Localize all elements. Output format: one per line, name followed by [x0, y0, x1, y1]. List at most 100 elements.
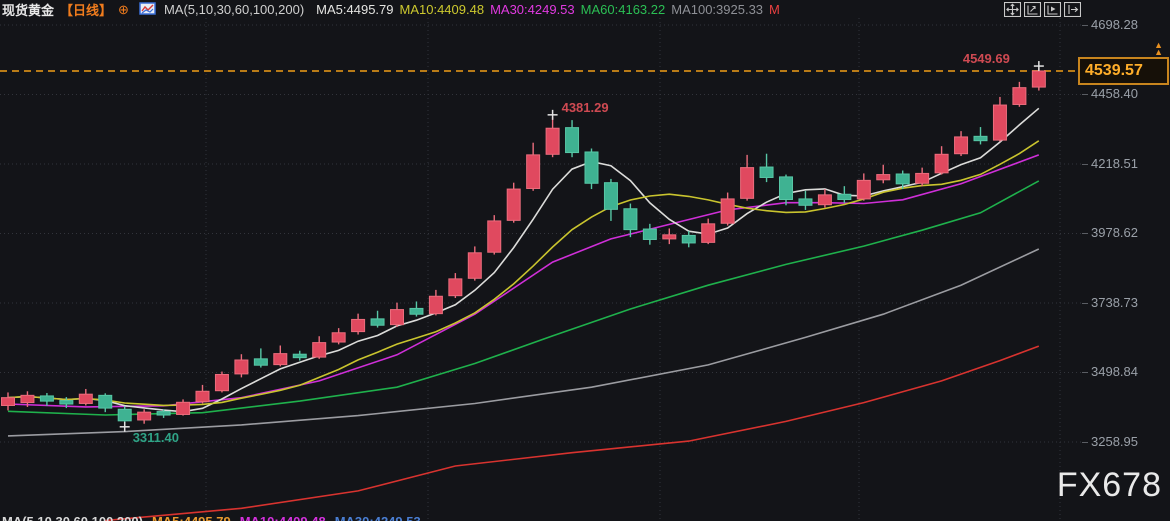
candle-body — [915, 172, 930, 184]
candle-body — [137, 411, 152, 421]
axis-price-label: 3978.62 — [1082, 225, 1138, 241]
timeframe-label[interactable]: 【日线】 — [60, 3, 113, 18]
ma-legend: MA5:4495.79 MA10:4409.48 MA30:4249.53 MA60:… — [310, 2, 780, 17]
extreme-marker-icon — [547, 109, 558, 120]
candle-body — [312, 342, 327, 358]
candle-body — [195, 390, 210, 403]
candle-body — [59, 400, 74, 405]
candle-body — [779, 176, 793, 200]
fx678-watermark: FX678 — [1056, 466, 1162, 504]
candle-body — [817, 194, 832, 206]
candle-body — [603, 182, 618, 210]
next-pane-clipped-legend: MA(5,10,30,60,100,200) MA5:4495.79 MA10:44… — [2, 515, 430, 521]
add-indicator-icon[interactable]: ⊕ — [118, 1, 129, 17]
clipped-legend-segment: MA(5,10,30,60,100,200) — [2, 515, 143, 521]
candle-body — [117, 408, 132, 422]
axis-price-label: 4698.28 — [1082, 17, 1138, 32]
candle-body — [214, 373, 229, 392]
candle-body — [234, 359, 249, 375]
candle-body — [39, 395, 54, 402]
ma-chart-icon — [139, 1, 156, 18]
candle-body — [390, 309, 404, 326]
ma-line-ma200 — [105, 345, 1040, 521]
candle-body — [20, 394, 35, 404]
candle-body — [759, 166, 774, 178]
axis-price-label: 4218.51 — [1082, 155, 1138, 171]
extreme-marker-icon — [119, 421, 130, 432]
axis-price-label: 3258.95 — [1082, 434, 1138, 449]
candle-body — [467, 252, 482, 279]
candle-body — [78, 393, 93, 404]
chart-toolbar — [1003, 1, 1082, 18]
candle-body — [798, 198, 813, 206]
ma-legend-value: M — [769, 2, 780, 17]
crosshair-move-icon[interactable] — [1003, 1, 1022, 18]
ma-legend-value: MA5:4495.79 — [316, 2, 394, 17]
ma-legend-value: MA10:4409.48 — [399, 2, 485, 17]
candle-body — [565, 127, 580, 154]
low-price-label: 3311.40 — [132, 429, 179, 445]
axis-price-label: 3738.73 — [1082, 294, 1138, 310]
grid-lines — [0, 18, 1082, 521]
candle-body — [895, 173, 910, 185]
candle-body — [623, 208, 638, 231]
session-high-label: 4549.69 — [962, 51, 1010, 67]
ma-legend-value: MA60:4163.22 — [580, 2, 666, 17]
clipped-legend-segment: MA10:4409.48 — [240, 515, 326, 521]
candle-body — [642, 228, 657, 240]
candle-body — [428, 295, 443, 315]
candle-body — [98, 394, 113, 409]
scale-play-chart-icon[interactable] — [1043, 1, 1062, 18]
candle-body — [973, 135, 988, 142]
candle-body — [681, 234, 696, 244]
ma-legend-value: MA100:3925.33 — [671, 2, 764, 17]
candle-body — [876, 174, 891, 181]
ma-settings-label: MA(5,10,30,60,100,200) — [163, 2, 305, 17]
peak-price-label: 4381.29 — [561, 99, 609, 115]
ma-legend-value: MA30:4249.53 — [490, 2, 575, 17]
axis-price-label: 3498.84 — [1082, 364, 1138, 380]
chart-header: 现货黄金 【日线】 ⊕ MA(5,10,30,60,100,200) MA5:4… — [2, 1, 780, 19]
candle-body — [253, 358, 268, 366]
price-up-arrows-icon: ▲ ▲ — [1154, 40, 1163, 57]
instrument-title: 现货黄金 — [2, 3, 55, 18]
candle-body — [954, 136, 969, 155]
exit-fullscreen-icon[interactable] — [1063, 1, 1082, 18]
candle-body — [156, 411, 171, 416]
candle-body — [409, 307, 424, 315]
axis-price-label: 4458.40 — [1082, 86, 1138, 102]
clipped-legend-segment: MA30:4249.53 — [335, 515, 421, 521]
candle-body — [370, 318, 385, 326]
candle-body — [545, 127, 560, 155]
candle-body — [526, 154, 541, 189]
candle-body — [992, 104, 1007, 141]
scale-fit-chart-icon[interactable] — [1023, 1, 1042, 18]
candle-body — [176, 401, 191, 415]
candle-body — [662, 234, 677, 240]
candle-body — [487, 220, 502, 253]
candle-body — [331, 332, 346, 343]
candle-body — [1012, 87, 1027, 105]
candle-body — [856, 179, 871, 200]
candle-body — [351, 318, 366, 333]
candle-body — [448, 278, 463, 297]
clipped-legend-segment: MA5:4495.79 — [152, 515, 231, 521]
candle-body — [934, 153, 949, 174]
candle-body — [720, 198, 735, 224]
candle-body — [837, 193, 852, 200]
ma-line-ma60 — [7, 180, 1040, 416]
candle-body — [292, 353, 307, 359]
candle-body — [273, 353, 288, 366]
candles[interactable] — [1, 68, 1046, 427]
candle-body — [1, 397, 15, 406]
extreme-marker-icon — [1033, 61, 1044, 72]
candle-body — [701, 223, 716, 243]
candle-body — [506, 188, 521, 221]
ma-line-ma30 — [7, 154, 1040, 408]
candle-body — [584, 151, 599, 184]
current-price-tag: 4539.57 — [1078, 57, 1169, 85]
ma-line-ma100 — [7, 248, 1040, 437]
